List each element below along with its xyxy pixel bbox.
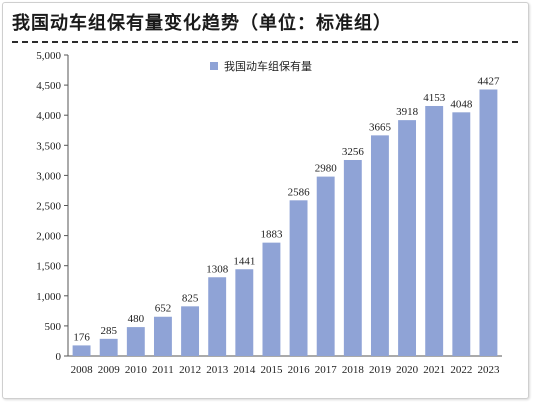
bar-2016 [289, 200, 308, 356]
x-tick-label-2014: 2014 [233, 364, 256, 376]
value-label-2021: 4153 [423, 92, 446, 104]
x-tick-label-2022: 2022 [450, 364, 472, 376]
value-labels: 176 285 480 652 825 1308 1441 1883 2586 2980 3256 3… [73, 75, 500, 343]
value-label-2018: 3256 [342, 146, 365, 158]
y-tick-label: 2,000 [36, 231, 61, 243]
bar-2023 [479, 89, 498, 356]
x-tick-label-2008: 2008 [71, 364, 94, 376]
bar-2011 [153, 316, 172, 356]
value-label-2009: 285 [100, 325, 117, 337]
bar-2010 [126, 327, 145, 356]
x-tick-label-2023: 2023 [477, 364, 500, 376]
bar-2019 [370, 135, 389, 356]
x-tick-label-2020: 2020 [396, 364, 419, 376]
y-tick-label: 3,000 [36, 170, 61, 182]
value-label-2014: 1441 [233, 255, 255, 267]
bar-2017 [316, 176, 335, 356]
x-tick-label-2017: 2017 [315, 364, 338, 376]
value-label-2016: 2586 [288, 186, 311, 198]
title-divider [12, 41, 518, 43]
y-tick-label: 1,500 [36, 261, 61, 273]
y-tick-label: 2,500 [36, 201, 61, 213]
bar-2013 [208, 277, 227, 356]
value-label-2019: 3665 [369, 121, 392, 133]
x-tick-label-2012: 2012 [179, 364, 201, 376]
x-tick-label-2016: 2016 [288, 364, 311, 376]
bar-2020 [398, 120, 417, 356]
value-label-2011: 652 [155, 303, 172, 315]
y-tick-label: 1,000 [36, 291, 61, 303]
bar-2022 [452, 112, 471, 357]
bar-2018 [343, 159, 362, 356]
y-tick-label: 3,500 [36, 140, 61, 152]
value-label-2017: 2980 [315, 163, 338, 175]
bars [72, 89, 498, 357]
value-label-2013: 1308 [206, 263, 229, 275]
x-tick-label-2013: 2013 [206, 364, 229, 376]
value-label-2022: 4048 [450, 98, 473, 110]
value-label-2012: 825 [182, 292, 199, 304]
x-tick-label-2019: 2019 [369, 364, 392, 376]
x-tick-label-2010: 2010 [125, 364, 148, 376]
y-tick-label: 5,000 [36, 50, 61, 62]
y-tick-label: 4,500 [36, 80, 61, 92]
legend-label: 我国动车组保有量 [224, 59, 312, 73]
x-tick-label-2011: 2011 [152, 364, 174, 376]
x-tick-label-2009: 2009 [98, 364, 121, 376]
value-label-2008: 176 [73, 331, 90, 343]
y-tick-label: 0 [56, 351, 62, 363]
x-tick-label-2018: 2018 [342, 364, 365, 376]
value-label-2015: 1883 [260, 229, 283, 241]
bar-2014 [235, 269, 254, 356]
bar-2012 [181, 306, 200, 356]
x-tick-label-2015: 2015 [260, 364, 283, 376]
chart-title: 我国动车组保有量变化趋势（单位：标准组） [12, 13, 392, 34]
value-label-2020: 3918 [396, 106, 419, 118]
x-tick-label-2021: 2021 [423, 364, 445, 376]
y-tick-label: 500 [45, 321, 62, 333]
legend: 我国动车组保有量 [210, 59, 312, 73]
bar-2015 [262, 242, 281, 356]
value-label-2010: 480 [128, 313, 145, 325]
y-tick-label: 4,000 [36, 110, 61, 122]
value-label-2023: 4427 [477, 75, 500, 87]
legend-swatch [210, 62, 218, 70]
bar-2008 [72, 345, 91, 356]
bar-2009 [99, 338, 118, 356]
bar-2021 [425, 105, 444, 356]
axes: 0 500 1,000 1,500 2,000 2,500 3,000 3,500 4,000 4… [36, 50, 502, 376]
